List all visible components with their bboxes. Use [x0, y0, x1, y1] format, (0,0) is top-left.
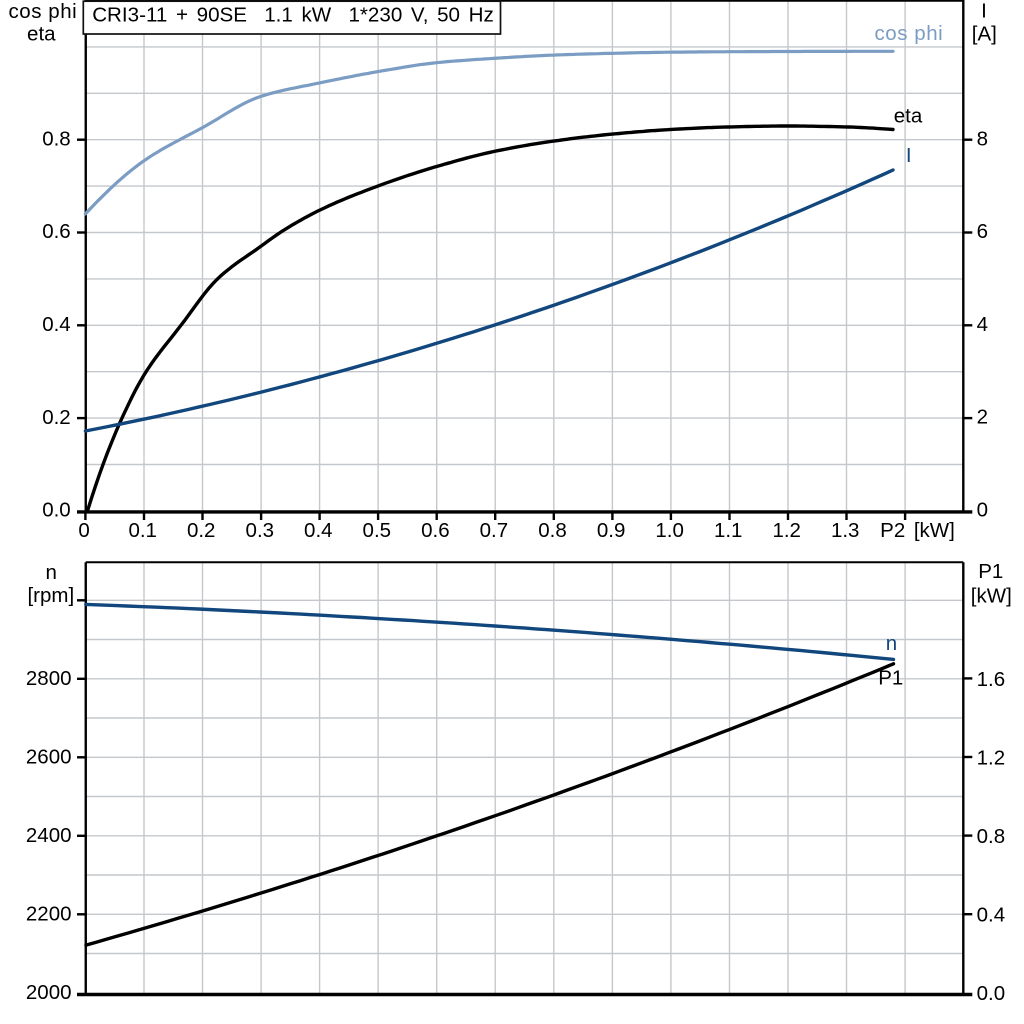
- svg-text:6: 6: [977, 220, 988, 243]
- svg-text:2600: 2600: [26, 746, 72, 769]
- svg-text:n: n: [45, 561, 56, 584]
- svg-text:0.2: 0.2: [187, 519, 216, 542]
- svg-text:P1: P1: [978, 560, 1003, 583]
- svg-text:1.3: 1.3: [831, 519, 860, 542]
- svg-text:0.4: 0.4: [977, 904, 1006, 927]
- svg-text:I: I: [981, 0, 987, 23]
- svg-text:0.6: 0.6: [421, 519, 450, 542]
- svg-text:0.8: 0.8: [42, 127, 71, 150]
- svg-text:2400: 2400: [26, 824, 72, 847]
- svg-text:1.2: 1.2: [772, 519, 801, 542]
- svg-text:P2 [kW]: P2 [kW]: [880, 519, 955, 542]
- svg-text:eta: eta: [27, 23, 56, 46]
- svg-text:0: 0: [977, 499, 988, 522]
- svg-text:2800: 2800: [26, 667, 72, 690]
- svg-text:0.7: 0.7: [480, 519, 509, 542]
- svg-text:0.6: 0.6: [42, 220, 71, 243]
- svg-text:0.8: 0.8: [977, 825, 1006, 848]
- svg-text:0.5: 0.5: [363, 519, 392, 542]
- svg-text:0.4: 0.4: [42, 313, 71, 336]
- svg-text:cos phi: cos phi: [874, 22, 943, 45]
- svg-text:4: 4: [977, 313, 988, 336]
- svg-text:1.1: 1.1: [714, 519, 743, 542]
- svg-text:0.3: 0.3: [246, 519, 275, 542]
- svg-text:P1: P1: [878, 666, 903, 689]
- svg-text:1.0: 1.0: [655, 519, 684, 542]
- svg-text:0.2: 0.2: [42, 406, 71, 429]
- svg-text:8: 8: [977, 127, 988, 150]
- svg-text:0.8: 0.8: [538, 519, 567, 542]
- svg-text:eta: eta: [894, 104, 923, 127]
- svg-text:0.9: 0.9: [597, 519, 626, 542]
- svg-text:2200: 2200: [26, 903, 72, 926]
- svg-text:I: I: [906, 144, 912, 167]
- svg-text:[A]: [A]: [972, 23, 997, 46]
- svg-text:1.2: 1.2: [977, 746, 1006, 769]
- svg-text:0.4: 0.4: [304, 519, 333, 542]
- svg-text:2000: 2000: [26, 981, 72, 1004]
- svg-text:0: 0: [78, 519, 89, 542]
- svg-text:n: n: [886, 632, 897, 655]
- svg-text:0.0: 0.0: [42, 499, 71, 522]
- svg-text:cos phi: cos phi: [8, 0, 77, 23]
- svg-text:[rpm]: [rpm]: [27, 584, 74, 607]
- svg-text:[kW]: [kW]: [971, 585, 1012, 608]
- svg-text:2: 2: [977, 406, 988, 429]
- svg-text:0.1: 0.1: [128, 519, 157, 542]
- svg-text:0.0: 0.0: [977, 982, 1006, 1005]
- svg-text:1.6: 1.6: [977, 668, 1006, 691]
- svg-text:CRI3-11 + 90SE 1.1 kW 1*230: CRI3-11 + 90SE 1.1 kW 1*230 V, 50 Hz: [92, 4, 494, 27]
